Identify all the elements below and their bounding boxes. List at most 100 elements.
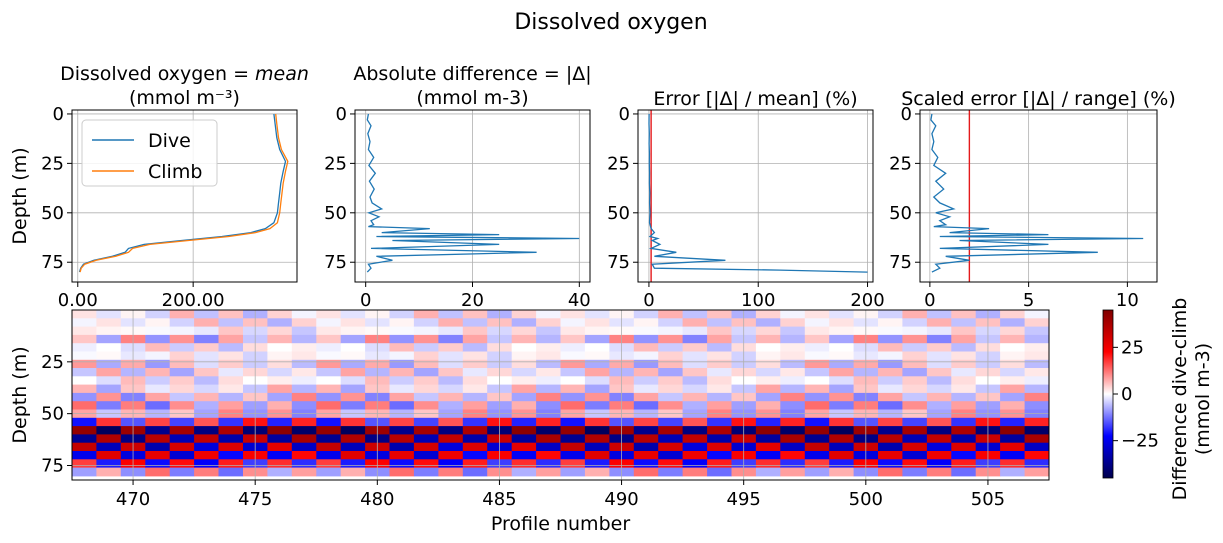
heatmap-cell: [707, 417, 732, 427]
heatmap-cell: [96, 351, 122, 361]
heatmap-cell: [389, 417, 415, 427]
heatmap-cell: [72, 318, 97, 328]
heatmap-cell: [829, 318, 855, 328]
heatmap-cell: [194, 351, 219, 361]
heatmap-cell: [707, 392, 732, 402]
heatmap-cell: [926, 417, 952, 427]
heatmap-cell: [169, 359, 195, 369]
heatmap-cell: [462, 376, 488, 386]
heatmap-cell: [511, 426, 537, 435]
heatmap-cell: [438, 426, 464, 435]
heatmap-cell: [340, 368, 366, 377]
heatmap-cell: [682, 351, 708, 361]
heatmap-cell: [1000, 426, 1025, 435]
heatmap-cell: [72, 326, 97, 336]
heatmap-cell: [878, 318, 903, 328]
heatmap-cell: [755, 451, 781, 460]
heatmap-cell: [658, 351, 684, 361]
heatmap-cell: [413, 442, 439, 452]
heatmap-cell: [560, 384, 586, 394]
heatmap-cell: [389, 334, 415, 344]
x-tick-label: 200: [850, 290, 884, 311]
heatmap-cell: [267, 310, 293, 319]
heatmap-cell: [902, 426, 928, 435]
axes-frame: [637, 109, 874, 283]
heatmap-cell: [902, 310, 928, 319]
heatmap-cell: [951, 417, 977, 427]
heatmap-cell: [878, 434, 903, 444]
heatmap-cell: [560, 426, 586, 435]
heatmap-cell: [633, 434, 659, 444]
x-tick-label: 10: [1116, 290, 1139, 311]
heatmap-cell: [536, 451, 561, 460]
heatmap-cell: [1024, 426, 1049, 435]
heatmap-cell: [511, 392, 537, 402]
heatmap-cell: [560, 459, 586, 469]
heatmap-cell: [194, 310, 219, 319]
heatmap-cell: [96, 451, 122, 460]
heatmap-cell: [1000, 384, 1025, 394]
heatmap-cell: [584, 368, 610, 377]
heatmap-cell: [633, 459, 659, 469]
heatmap-cell: [755, 343, 781, 352]
heatmap-cell: [804, 401, 830, 410]
heatmap-cell: [682, 326, 708, 336]
heatmap-cell: [438, 318, 464, 328]
heatmap-cell: [780, 434, 806, 444]
heatmap-cell: [682, 417, 708, 427]
heatmap-cell: [340, 326, 366, 336]
heatmap-cell: [218, 426, 244, 435]
heatmap-cell: [194, 451, 219, 460]
heatmap-cell: [316, 368, 342, 377]
heatmap-cell: [658, 467, 684, 477]
heatmap-cell: [291, 310, 317, 319]
heatmap-cell: [560, 334, 586, 344]
heatmap-cell: [511, 442, 537, 452]
colorbar-unit: (mmol m-3): [1192, 343, 1214, 455]
heatmap-cell: [633, 351, 659, 361]
heatmap-cell: [584, 384, 610, 394]
x-tick-label: 470: [116, 489, 150, 510]
heatmap-cell: [951, 426, 977, 435]
y-tick-label: 0: [619, 104, 630, 125]
heatmap-cell: [755, 334, 781, 344]
heatmap-cell: [804, 318, 830, 328]
heatmap-cell: [780, 467, 806, 477]
heatmap-cell: [902, 334, 928, 344]
heatmap-cell: [780, 376, 806, 386]
heatmap-cell: [560, 343, 586, 352]
heatmap-cell: [658, 442, 684, 452]
heatmap-cell: [1024, 351, 1049, 361]
heatmap-cell: [780, 318, 806, 328]
heatmap-cell: [194, 326, 219, 336]
heatmap-cell: [169, 392, 195, 402]
heatmap-cell: [804, 343, 830, 352]
heatmap-cell: [633, 384, 659, 394]
heatmap-cell: [145, 310, 171, 319]
heatmap-cell: [804, 392, 830, 402]
heatmap-cell: [755, 442, 781, 452]
heatmap-cell: [389, 451, 415, 460]
heatmap-cell: [682, 434, 708, 444]
heatmap-cell: [340, 318, 366, 328]
y-tick-label: 25: [324, 153, 347, 174]
heatmap-cell: [413, 334, 439, 344]
heatmap-cell: [389, 318, 415, 328]
heatmap-cell: [169, 334, 195, 344]
heatmap-cell: [829, 343, 855, 352]
heatmap-cell: [291, 359, 317, 369]
heatmap-cell: [389, 351, 415, 361]
heatmap-cell: [96, 376, 122, 386]
heatmap-cell: [829, 417, 855, 427]
heatmap-cell: [194, 368, 219, 377]
heatmap-cell: [194, 417, 219, 427]
heatmap-cell: [951, 451, 977, 460]
heatmap-cell: [584, 392, 610, 402]
heatmap-cell: [194, 376, 219, 386]
heatmap-cell: [682, 426, 708, 435]
heatmap-cell: [511, 368, 537, 377]
heatmap-cell: [96, 384, 122, 394]
legend-box: [81, 119, 218, 187]
heatmap-cell: [536, 351, 561, 361]
heatmap-cell: [145, 434, 171, 444]
